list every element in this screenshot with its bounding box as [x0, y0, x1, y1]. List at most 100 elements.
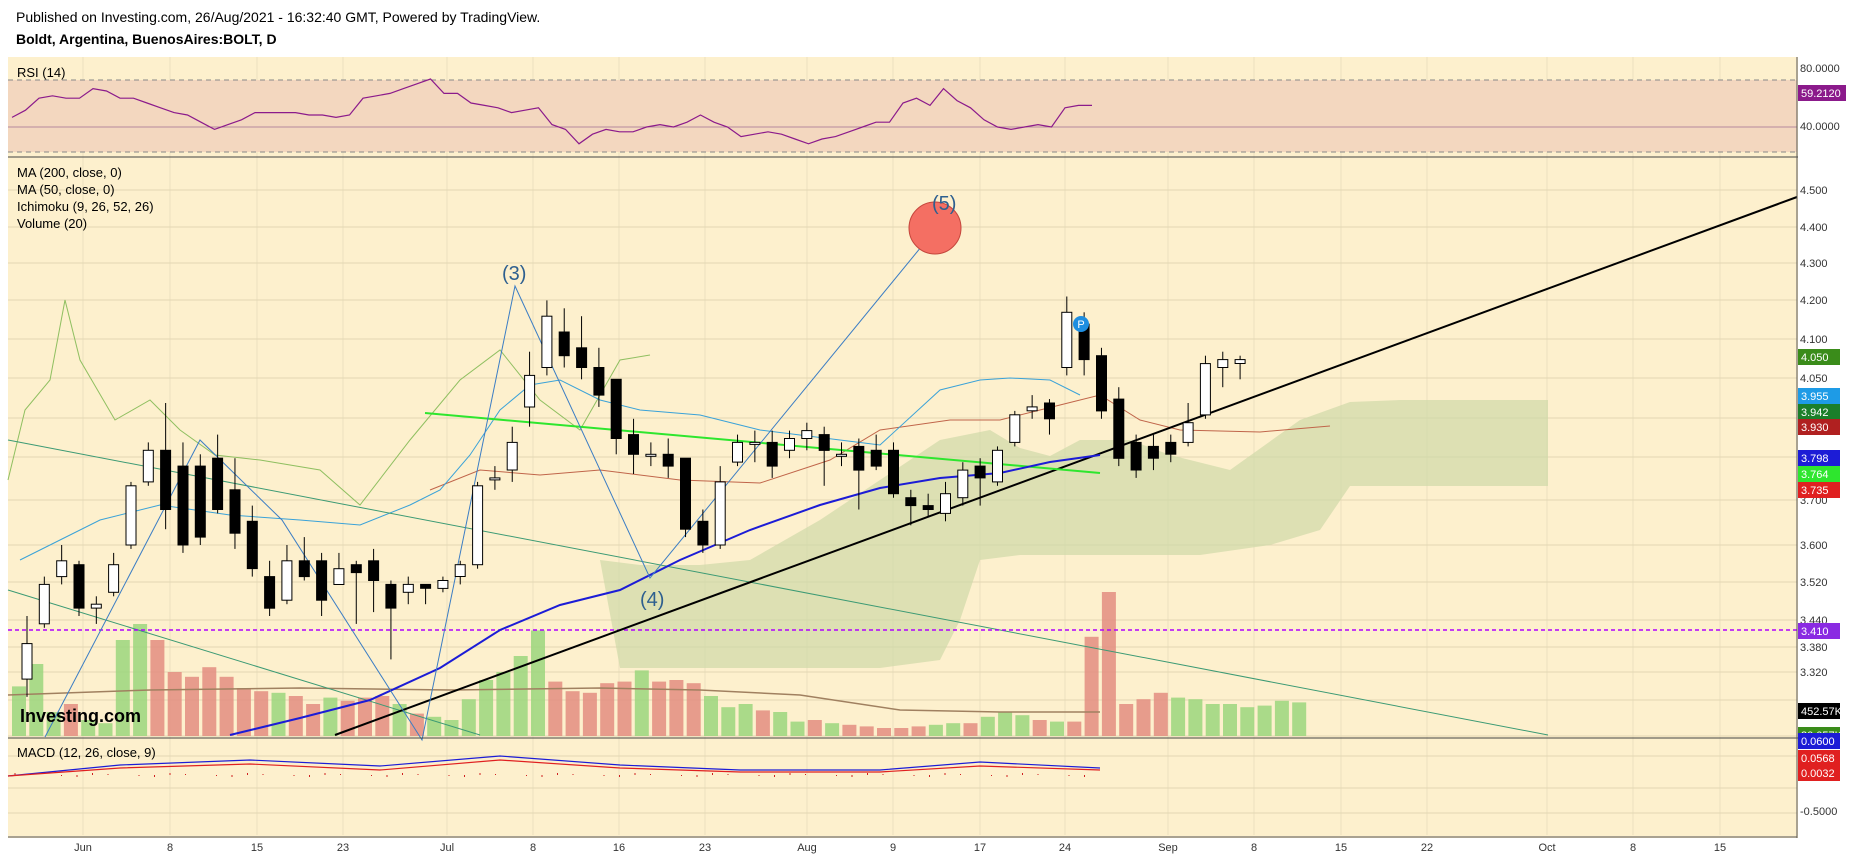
candle-body — [454, 564, 466, 578]
price-tick: 4.050 — [1800, 373, 1828, 385]
candle-body — [212, 457, 224, 511]
volume-bar — [323, 697, 338, 736]
volume-bar — [704, 696, 718, 736]
volume-bar — [133, 624, 148, 736]
candles — [21, 296, 1246, 697]
price-tick: 3.600 — [1800, 540, 1828, 552]
volume-bar — [185, 676, 199, 736]
candle-body — [229, 489, 241, 534]
macd-line — [7, 755, 1101, 777]
volume-bar — [288, 696, 303, 736]
candle-body — [558, 331, 570, 357]
volume-bar — [877, 728, 891, 736]
volume-bar — [582, 692, 597, 736]
p-marker-label: P — [1077, 319, 1084, 331]
candle-body — [870, 449, 882, 467]
price-tick: 3.320 — [1800, 667, 1828, 679]
candle-body — [645, 453, 657, 457]
time-tick: Jun — [74, 842, 92, 854]
rsi-current-box — [1798, 85, 1846, 101]
candle-body — [992, 449, 1003, 483]
volume-bar — [1188, 699, 1203, 736]
volume-bar — [721, 707, 736, 736]
candle-body — [420, 583, 432, 589]
price-tag-label: 3.942 — [1801, 407, 1829, 419]
candle-body — [888, 449, 899, 495]
time-tick: 8 — [167, 842, 173, 854]
volume-bar — [29, 664, 44, 736]
candle-body — [974, 465, 986, 479]
volume-bar — [98, 723, 113, 736]
macd-tag-box — [1798, 733, 1840, 749]
chart-header: Published on Investing.com, 26/Aug/2021 … — [16, 8, 540, 48]
candle-body — [836, 453, 847, 457]
chikou-line — [7, 299, 651, 506]
volume-bar — [911, 726, 926, 736]
volume-bar — [340, 700, 355, 736]
price-tick: 4.300 — [1800, 258, 1828, 270]
candle-body — [298, 560, 310, 578]
volume-bar — [773, 712, 788, 736]
candle-body — [402, 583, 414, 593]
volume-bar — [1171, 697, 1186, 736]
indicator-label: Volume (20) — [17, 216, 87, 231]
indicator-label: MA (50, close, 0) — [17, 182, 115, 197]
candle-body — [194, 465, 206, 538]
volume-bar — [859, 726, 874, 736]
candle-body — [593, 367, 605, 396]
candle-body — [281, 560, 293, 601]
time-tick: 15 — [251, 842, 263, 854]
volume-bar — [358, 697, 372, 736]
price-tag-box — [1798, 450, 1840, 466]
time-tick: Jul — [440, 842, 454, 854]
candle-body — [922, 505, 934, 511]
volume-bar — [202, 667, 217, 736]
candle-body — [1147, 445, 1159, 459]
macd-tick: -0.5000 — [1800, 806, 1837, 818]
volume-bar — [825, 723, 840, 736]
price-axis: 4.5004.4004.3004.2004.1004.0503.7003.600… — [1796, 57, 1846, 838]
price-tag-box — [1798, 623, 1840, 639]
volume-bar — [548, 681, 563, 736]
candle-body — [1113, 398, 1125, 459]
macd-tag-box — [1798, 750, 1840, 766]
candle-body — [662, 453, 674, 467]
volume-bar — [1067, 721, 1082, 736]
candle-body — [749, 441, 761, 445]
candle-body — [732, 441, 743, 463]
symbol-title: Boldt, Argentina, BuenosAires:BOLT, D — [16, 31, 277, 47]
time-tick: 9 — [890, 842, 896, 854]
candle-body — [1130, 441, 1142, 471]
volume-bar — [444, 720, 459, 736]
volume-bar — [928, 724, 943, 736]
candle-body — [1165, 441, 1177, 455]
volume-bar — [115, 640, 130, 736]
volume-bar — [1257, 705, 1272, 736]
p-marker — [1073, 316, 1089, 332]
volume-bar — [669, 680, 684, 736]
macd-tag-label: 0.0600 — [1801, 736, 1835, 748]
time-tick: 15 — [1335, 842, 1347, 854]
volume-bar — [1274, 700, 1289, 736]
time-tick: Sep — [1158, 842, 1178, 854]
volume-bar — [63, 704, 78, 736]
volume-bar — [1292, 702, 1307, 736]
time-tick: 16 — [613, 842, 625, 854]
wave-label-3: (3) — [502, 263, 526, 285]
candle-body — [73, 564, 85, 609]
time-tick: 24 — [1059, 842, 1071, 854]
time-tick: 22 — [1421, 842, 1433, 854]
volume-bars — [7, 592, 1307, 736]
volume-bar — [12, 686, 26, 736]
candle-body — [766, 441, 778, 467]
trend-upper-channel — [7, 439, 1549, 736]
macd-tag-box — [1798, 765, 1840, 781]
volume-bar — [998, 712, 1013, 736]
volume-bar — [894, 728, 909, 736]
volume-bar — [461, 699, 476, 736]
price-tag-label: 3.930 — [1801, 422, 1829, 434]
candle-body — [1182, 422, 1194, 443]
candle-body — [1199, 363, 1211, 416]
price-tag-label: 3.798 — [1801, 453, 1829, 465]
